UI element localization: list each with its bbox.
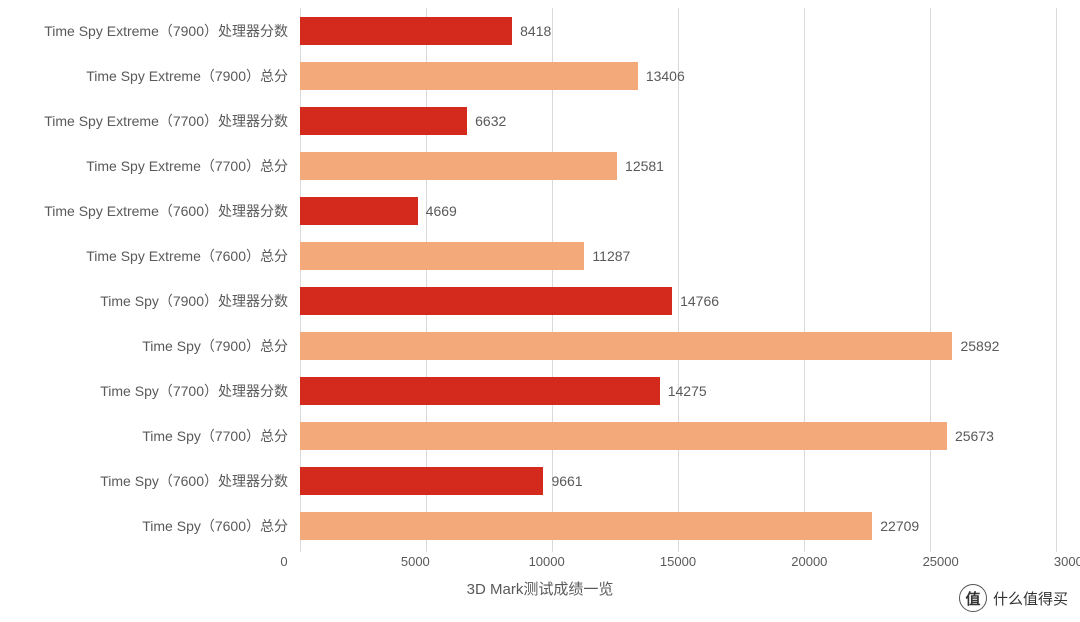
x-tick-label: 5000 xyxy=(401,554,430,569)
category-label: Time Spy Extreme（7600）总分 xyxy=(16,246,300,266)
bar: 11287 xyxy=(300,242,584,270)
value-label: 4669 xyxy=(426,203,457,219)
value-label: 12581 xyxy=(625,158,664,174)
category-label: Time Spy Extreme（7900）总分 xyxy=(16,66,300,86)
category-label: Time Spy（7600）处理器分数 xyxy=(16,471,300,491)
x-axis-title: 3D Mark测试成绩一览 xyxy=(0,578,1080,599)
bar: 25892 xyxy=(300,332,952,360)
watermark: 值 什么值得买 xyxy=(959,584,1068,612)
bar: 6632 xyxy=(300,107,467,135)
value-label: 11287 xyxy=(592,248,630,264)
x-tick-label: 0 xyxy=(280,554,287,569)
category-label: Time Spy（7900）总分 xyxy=(16,336,300,356)
x-tick-label: 25000 xyxy=(923,554,959,569)
value-label: 6632 xyxy=(475,113,506,129)
bar: 25673 xyxy=(300,422,947,450)
category-label-column: Time Spy Extreme（7900）处理器分数 Time Spy Extr… xyxy=(16,8,300,548)
value-label: 22709 xyxy=(880,518,919,534)
gridline xyxy=(1056,8,1057,552)
value-label: 8418 xyxy=(520,23,551,39)
bar: 22709 xyxy=(300,512,872,540)
bar: 9661 xyxy=(300,467,543,495)
x-axis: 050001000015000200002500030000 xyxy=(284,554,1072,576)
bar-column: 8418 13406 6632 12581 4669 11287 14766 25892 142… xyxy=(300,8,1056,548)
bar: 14766 xyxy=(300,287,672,315)
value-label: 25892 xyxy=(960,338,999,354)
value-label: 14275 xyxy=(668,383,707,399)
bar: 8418 xyxy=(300,17,512,45)
chart-container: Time Spy Extreme（7900）处理器分数 Time Spy Extr… xyxy=(0,0,1080,622)
category-label: Time Spy（7600）总分 xyxy=(16,516,300,536)
category-label: Time Spy（7700）处理器分数 xyxy=(16,381,300,401)
category-label: Time Spy Extreme（7700）总分 xyxy=(16,156,300,176)
value-label: 14766 xyxy=(680,293,719,309)
category-label: Time Spy Extreme（7900）处理器分数 xyxy=(16,21,300,41)
x-tick-label: 15000 xyxy=(660,554,696,569)
watermark-badge-icon: 值 xyxy=(959,584,987,612)
bar: 12581 xyxy=(300,152,617,180)
category-label: Time Spy（7900）处理器分数 xyxy=(16,291,300,311)
value-label: 13406 xyxy=(646,68,685,84)
value-label: 9661 xyxy=(551,473,582,489)
watermark-text: 什么值得买 xyxy=(993,588,1068,609)
category-label: Time Spy Extreme（7700）处理器分数 xyxy=(16,111,300,131)
category-label: Time Spy Extreme（7600）处理器分数 xyxy=(16,201,300,221)
bar: 13406 xyxy=(300,62,638,90)
x-tick-label: 10000 xyxy=(529,554,565,569)
value-label: 25673 xyxy=(955,428,994,444)
x-tick-label: 30000 xyxy=(1054,554,1080,569)
bar: 4669 xyxy=(300,197,418,225)
bar: 14275 xyxy=(300,377,660,405)
category-label: Time Spy（7700）总分 xyxy=(16,426,300,446)
x-tick-label: 20000 xyxy=(791,554,827,569)
plot-area: Time Spy Extreme（7900）处理器分数 Time Spy Extr… xyxy=(16,8,1064,548)
